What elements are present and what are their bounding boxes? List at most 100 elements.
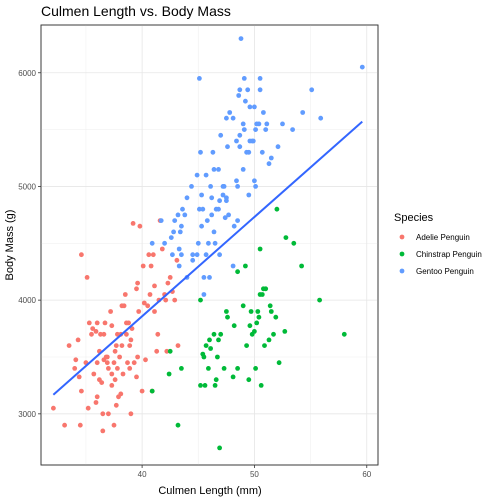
adelie-point (111, 360, 117, 366)
gentoo-point (179, 223, 184, 229)
chinstrap-point (224, 309, 229, 314)
adelie-point (159, 246, 165, 252)
adelie-point (94, 360, 100, 366)
legend-label-gentoo: Gentoo Penguin (416, 267, 474, 276)
gentoo-point (241, 127, 247, 132)
gentoo-point (217, 198, 223, 204)
adelie-point (128, 411, 134, 417)
adelie-point (100, 411, 106, 417)
chinstrap-point (262, 343, 267, 348)
chinstrap-point (225, 314, 230, 320)
adelie-point (121, 303, 127, 309)
chinstrap-point (179, 366, 184, 371)
adelie-point (126, 320, 131, 326)
adelie-point (122, 292, 128, 297)
gentoo-point (236, 93, 242, 98)
adelie-point (115, 366, 120, 371)
gentoo-point (189, 184, 194, 189)
adelie-point (131, 360, 137, 366)
adelie-point (104, 360, 110, 366)
gentoo-point (240, 121, 246, 127)
chinstrap-point (259, 292, 265, 297)
chart-title: Culmen Length vs. Body Mass (41, 3, 231, 19)
adelie-point (164, 348, 170, 354)
adelie-point (73, 357, 79, 363)
adelie-point (130, 221, 136, 226)
adelie-point (62, 422, 67, 428)
chinstrap-point (253, 366, 258, 371)
gentoo-point (224, 115, 229, 121)
gentoo-point (201, 292, 207, 297)
chinstrap-point (267, 303, 273, 309)
chinstrap-point (198, 383, 203, 388)
gentoo-point (280, 121, 285, 127)
adelie-point (106, 366, 111, 371)
gentoo-point (247, 138, 253, 144)
gentoo-point (190, 257, 196, 263)
gentoo-point (225, 144, 230, 150)
adelie-point (94, 320, 100, 326)
gentoo-point (359, 64, 365, 70)
chinstrap-point (216, 337, 221, 343)
chinstrap-point (166, 371, 172, 377)
gentoo-point (216, 206, 221, 212)
gentoo-point (176, 246, 182, 252)
adelie-point (165, 280, 171, 286)
plot-border (40, 24, 379, 466)
y-tick-label: 5000 (18, 182, 36, 191)
adelie-point (75, 337, 81, 343)
chinstrap-point (246, 377, 252, 383)
gentoo-point (198, 149, 203, 155)
y-axis-title: Body Mass (g) (4, 210, 16, 281)
adelie-point (127, 343, 133, 348)
gentoo-point (226, 212, 232, 218)
adelie-point (152, 309, 157, 314)
legend-label-chinstrap: Chinstrap Penguin (416, 250, 482, 259)
chinstrap-point (215, 354, 220, 360)
chinstrap-point (255, 309, 261, 314)
adelie-point (145, 303, 151, 309)
adelie-point (136, 309, 142, 314)
y-axis-ticks: 3000 4000 5000 6000 (18, 69, 41, 419)
gentoo-point (158, 218, 164, 224)
legend-label-adelie: Adelie Penguin (416, 233, 470, 242)
gentoo-point (246, 192, 252, 198)
adelie-point (172, 297, 178, 303)
gentoo-point (237, 144, 243, 150)
adelie-point (72, 366, 78, 371)
x-tick-label: 60 (362, 470, 371, 479)
adelie-point (125, 360, 130, 366)
gentoo-point (200, 206, 206, 212)
chinstrap-point (299, 263, 304, 269)
gentoo-point (235, 184, 241, 189)
gentoo-point (261, 110, 266, 115)
adelie-point (85, 405, 91, 411)
adelie-point (109, 371, 115, 377)
gentoo-point (182, 212, 188, 218)
gentoo-point (243, 98, 248, 104)
chinstrap-point (208, 346, 214, 351)
gentoo-point (235, 218, 241, 224)
chinstrap-point (201, 354, 207, 360)
chinstrap-point (230, 374, 236, 380)
chinstrap-point (268, 309, 274, 314)
gentoo-point (162, 240, 168, 246)
chinstrap-point (258, 383, 264, 388)
adelie-point (99, 380, 105, 385)
adelie-point (140, 263, 146, 269)
gentoo-point (253, 127, 258, 132)
gentoo-point (218, 132, 224, 138)
adelie-point (134, 374, 139, 380)
adelie-point (137, 223, 143, 229)
gentoo-point (237, 87, 243, 93)
chinstrap-point (231, 323, 237, 329)
chinstrap-point (248, 309, 254, 314)
adelie-point (79, 388, 84, 394)
gentoo-point (231, 223, 237, 229)
adelie-point (90, 326, 96, 331)
gentoo-point (199, 223, 205, 229)
gentoo-point (224, 195, 229, 201)
adelie-point (100, 428, 106, 434)
gentoo-point (268, 155, 274, 161)
chinstrap-point (235, 269, 241, 275)
